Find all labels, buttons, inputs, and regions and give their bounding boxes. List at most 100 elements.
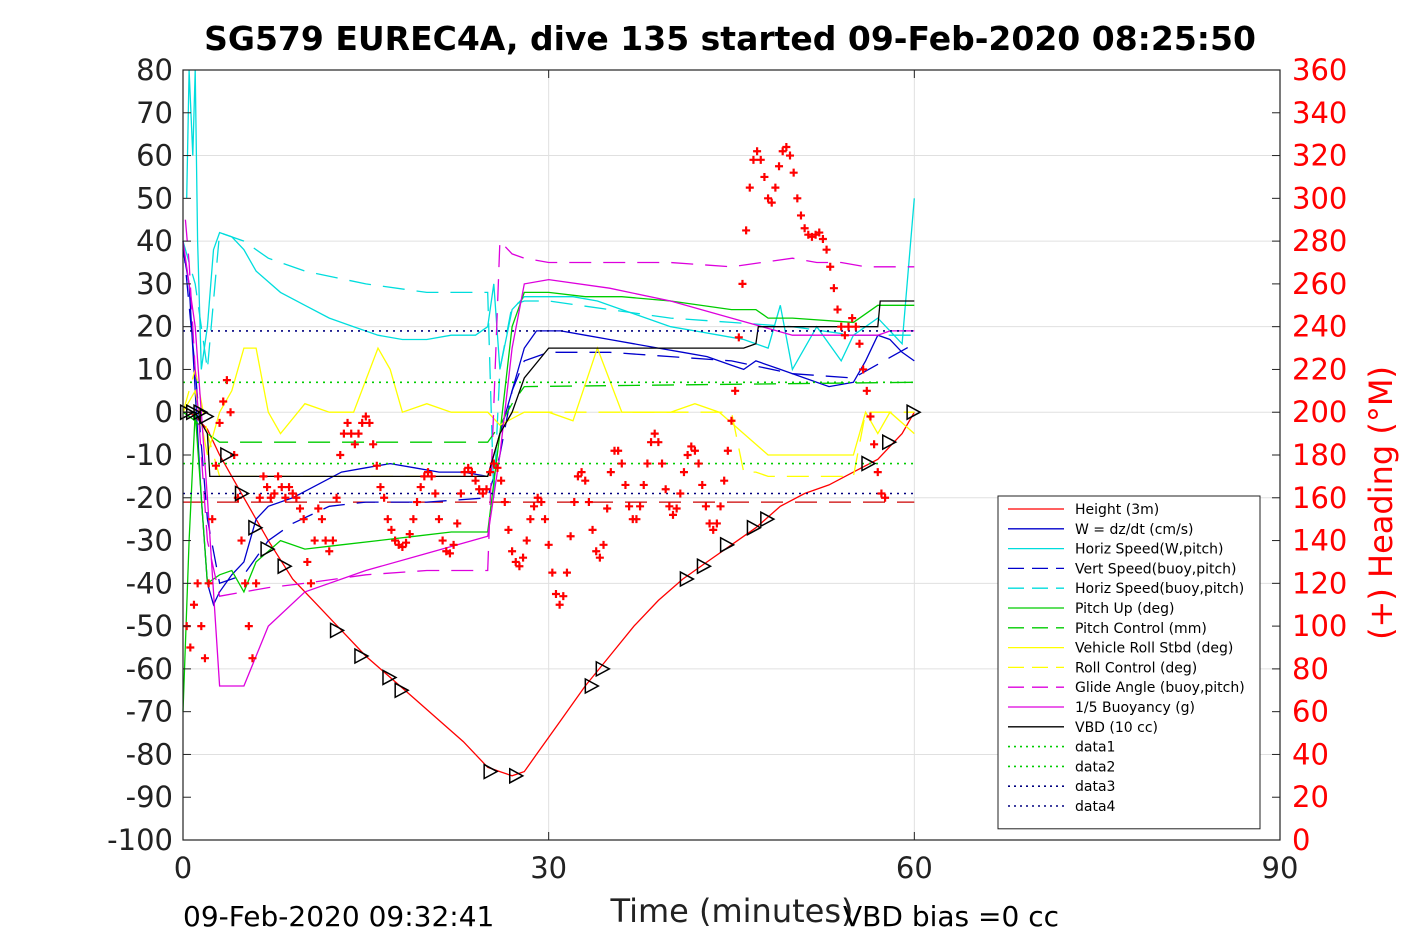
- heading-marker: [310, 536, 319, 545]
- heading-marker: [277, 483, 286, 492]
- heading-marker: [822, 245, 831, 254]
- legend-label: Roll Control (deg): [1075, 660, 1197, 676]
- height-marker: [234, 485, 251, 502]
- heading-marker: [621, 480, 630, 489]
- y2-tick-label: 120: [1292, 566, 1347, 600]
- y2-tick-label: 0: [1292, 823, 1310, 857]
- heading-marker: [654, 438, 663, 447]
- heading-marker: [339, 429, 348, 438]
- heading-marker: [562, 568, 571, 577]
- heading-marker: [639, 480, 648, 489]
- y-tick-label: -40: [126, 566, 173, 600]
- heading-marker: [734, 333, 743, 342]
- heading-marker: [413, 498, 422, 507]
- height-marker: [248, 519, 264, 536]
- heading-marker: [211, 461, 220, 470]
- heading-marker: [603, 504, 612, 513]
- heading-marker: [208, 515, 217, 524]
- heading-marker: [606, 468, 615, 477]
- heading-marker: [306, 579, 315, 588]
- heading-marker: [369, 440, 378, 449]
- heading-marker: [328, 536, 337, 545]
- heading-marker: [365, 418, 374, 427]
- heading-marker: [866, 412, 875, 421]
- legend-label: Pitch Up (deg): [1075, 601, 1174, 617]
- heading-marker: [650, 429, 659, 438]
- heading-marker: [745, 183, 754, 192]
- heading-marker: [753, 147, 762, 156]
- heading-marker: [767, 198, 776, 207]
- legend-label: Horiz Speed(W,pitch): [1075, 542, 1223, 558]
- y2-tick-label: 260: [1292, 267, 1347, 301]
- height-marker: [584, 677, 600, 695]
- y-tick-label: -10: [126, 438, 173, 472]
- heading-marker: [727, 416, 736, 425]
- heading-marker: [848, 314, 857, 323]
- heading-marker: [391, 536, 400, 545]
- height-marker: [881, 433, 898, 451]
- heading-marker: [383, 515, 392, 524]
- height-marker: [483, 763, 499, 780]
- heading-marker: [332, 493, 341, 502]
- y-tick-label: 60: [136, 139, 173, 173]
- heading-marker: [423, 468, 432, 477]
- heading-marker: [661, 485, 670, 494]
- height-marker: [595, 660, 611, 678]
- heading-marker: [647, 438, 656, 447]
- legend-label: Height (3m): [1075, 502, 1159, 518]
- heading-marker: [361, 412, 370, 421]
- heading-marker: [815, 228, 824, 237]
- heading-marker: [226, 408, 235, 417]
- heading-marker: [259, 472, 268, 481]
- heading-marker: [317, 515, 326, 524]
- heading-marker: [438, 536, 447, 545]
- heading-marker: [544, 540, 553, 549]
- legend-label: data3: [1075, 779, 1115, 795]
- heading-marker: [694, 459, 703, 468]
- y-tick-label: 40: [136, 224, 173, 258]
- heading-marker: [215, 418, 224, 427]
- y-tick-label: -100: [107, 823, 173, 857]
- heading-marker: [244, 622, 253, 631]
- chart-title: SG579 EUREC4A, dive 135 started 09-Feb-2…: [204, 19, 1256, 58]
- heading-marker: [314, 504, 323, 513]
- height-marker: [220, 446, 236, 464]
- heading-marker: [445, 549, 454, 558]
- heading-marker: [350, 440, 359, 449]
- footer-timestamp: 09-Feb-2020 09:32:41: [183, 900, 494, 933]
- heading-marker: [742, 226, 751, 235]
- heading-marker: [358, 418, 367, 427]
- legend-label: Horiz Speed(buoy,pitch): [1075, 581, 1244, 597]
- y-tick-label: -80: [126, 737, 173, 771]
- y2-tick-label: 220: [1292, 352, 1347, 386]
- heading-marker: [380, 493, 389, 502]
- heading-marker: [533, 493, 542, 502]
- y-tick-label: 80: [136, 53, 173, 87]
- heading-marker: [668, 510, 677, 519]
- heading-marker: [493, 463, 502, 472]
- height-marker: [260, 540, 276, 558]
- heading-marker: [237, 536, 246, 545]
- height-markers: [179, 403, 922, 785]
- y-tick-label: -90: [126, 780, 173, 814]
- y2-tick-label: 100: [1292, 609, 1347, 643]
- heading-marker: [676, 489, 685, 498]
- heading-marker: [731, 386, 740, 395]
- height-marker: [394, 682, 410, 699]
- heading-marker: [354, 429, 363, 438]
- height-marker: [679, 570, 695, 588]
- heading-marker: [471, 476, 480, 485]
- y2-tick-label: 180: [1292, 438, 1347, 472]
- y2-tick-label: 140: [1292, 524, 1347, 558]
- heading-marker: [698, 480, 707, 489]
- heading-marker: [500, 498, 509, 507]
- x-tick-label: 90: [1262, 851, 1299, 885]
- heading-marker: [515, 562, 524, 571]
- legend-label: Glide Angle (buoy,pitch): [1075, 680, 1245, 696]
- heading-marker: [636, 502, 645, 511]
- legend-label: Vert Speed(buoy,pitch): [1075, 561, 1237, 577]
- heading-marker: [844, 322, 853, 331]
- heading-marker: [551, 590, 560, 599]
- heading-marker: [486, 468, 495, 477]
